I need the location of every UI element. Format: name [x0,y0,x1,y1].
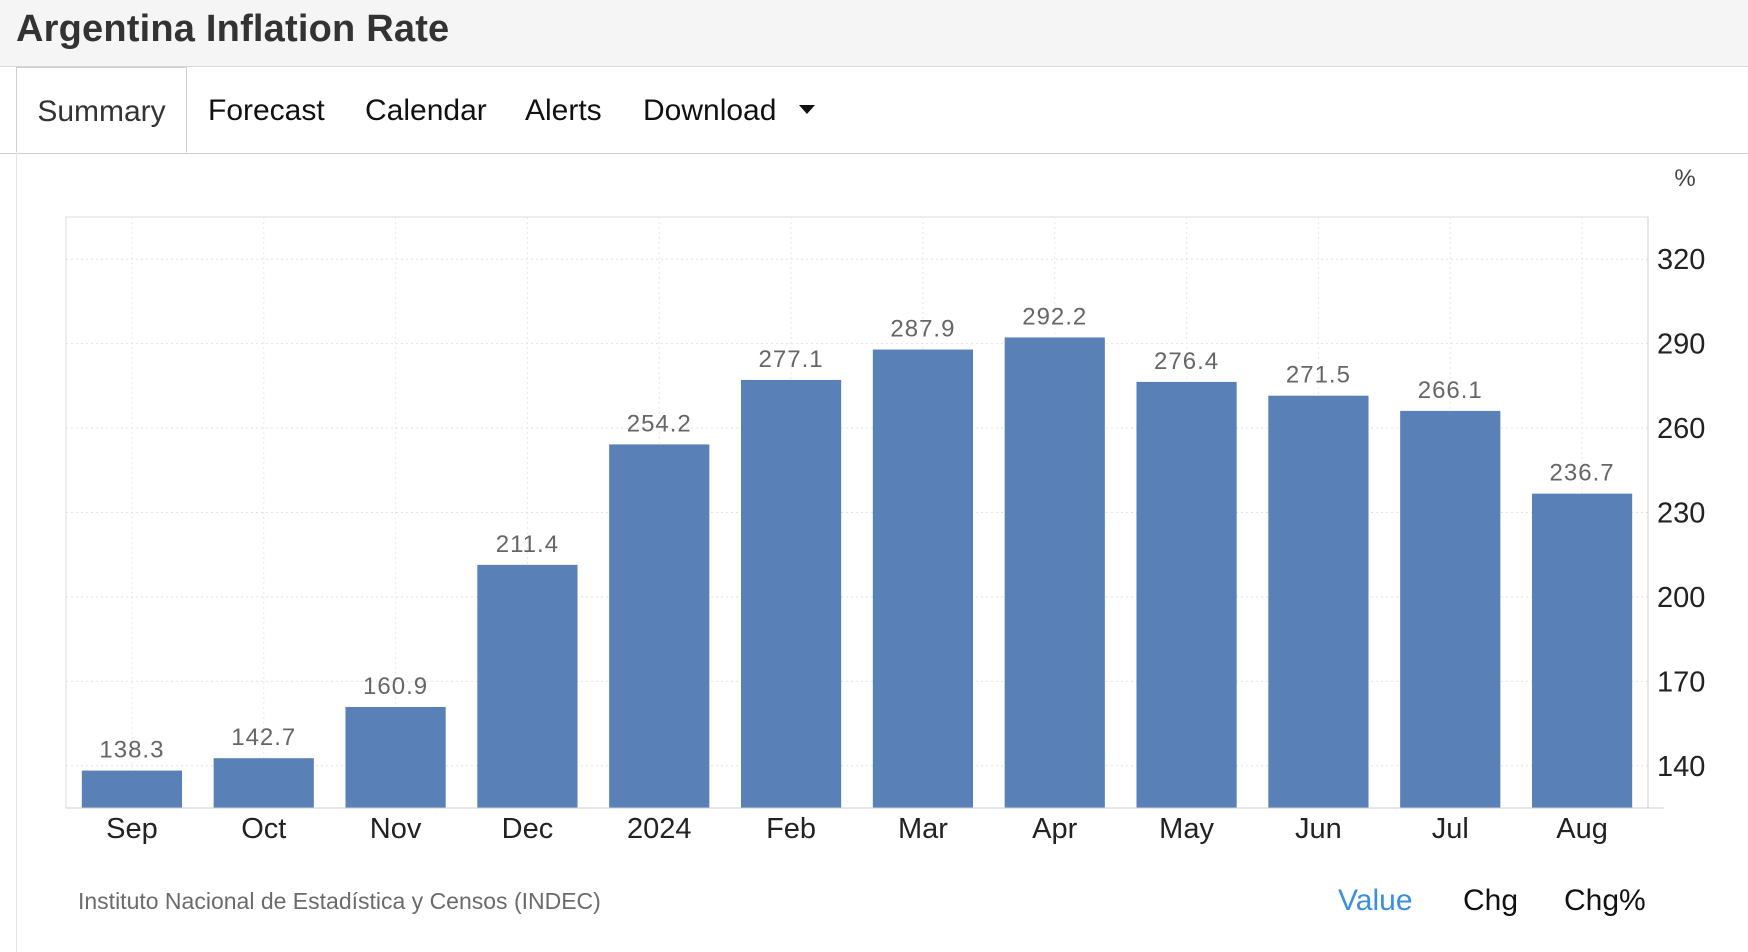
y-tick-label: 170 [1657,666,1705,698]
x-tick-label: Nov [370,813,422,845]
tab-alerts-label: Alerts [525,94,602,127]
title-bar: Argentina Inflation Rate [0,0,1748,67]
y-tick-label: 320 [1657,244,1705,276]
value-toggle-label: Value [1338,884,1413,917]
bar[interactable] [1004,337,1105,808]
tab-alerts[interactable]: Alerts [525,67,602,153]
bar[interactable] [477,564,578,808]
x-tick-label: Feb [766,813,816,845]
bar[interactable] [1268,395,1369,808]
x-tick-label: Jun [1295,813,1342,845]
x-tick-label: Aug [1556,813,1608,845]
bar-value-label: 160.9 [363,673,428,700]
y-tick-label: 260 [1657,413,1705,445]
bar-value-label: 266.1 [1418,377,1483,404]
y-tick-label: 290 [1657,329,1705,361]
tab-forecast[interactable]: Forecast [208,67,325,153]
tab-calendar[interactable]: Calendar [365,67,487,153]
y-tick-label: 140 [1657,751,1705,783]
tab-download[interactable]: Download [643,67,815,153]
x-tick-label: Sep [106,813,158,845]
bar-value-label: 211.4 [496,531,559,558]
bar[interactable] [1136,381,1237,808]
chg-toggle[interactable]: Chg [1463,884,1518,918]
value-toggle[interactable]: Value [1338,884,1413,918]
unit-label: % [1674,165,1695,192]
tab-summary-label: Summary [37,95,166,128]
x-tick-label: Jul [1432,813,1469,845]
bar-value-label: 271.5 [1286,362,1351,389]
chg-toggle-label: Chg [1463,884,1519,917]
bar-value-label: 277.1 [759,346,824,373]
bars [81,337,1633,808]
bar[interactable] [740,379,842,808]
tab-download-label: Download [643,94,777,127]
x-tick-label: 2024 [627,813,692,845]
bar[interactable] [213,758,314,808]
bar-value-label: 138.3 [99,737,164,764]
x-tick-label: May [1159,813,1214,845]
x-axis-ticks: Sep Oct Nov Dec 2024 Feb Mar Apr May Jun Jul Aug [106,813,1608,845]
x-tick-label: Mar [898,813,948,845]
bar[interactable] [609,444,710,808]
bar[interactable] [345,706,446,808]
y-axis-ticks: 140 170 200 230 260 290 320 [1657,244,1705,783]
bar-value-label: 142.7 [231,724,296,751]
x-tick-label: Dec [502,813,554,845]
bar-value-label: 236.7 [1550,460,1615,487]
chg-percent-toggle[interactable]: Chg% [1564,884,1646,918]
x-tick-label: Apr [1032,813,1077,845]
tab-forecast-label: Forecast [208,94,325,127]
tab-bar: Summary Forecast Calendar Alerts Downloa… [0,67,1748,154]
source-credit: Instituto Nacional de Estadística y Cens… [78,888,601,914]
y-tick-label: 230 [1657,498,1705,530]
x-tick-label: Oct [241,813,286,845]
chevron-down-icon [798,104,815,114]
y-tick-label: 200 [1657,582,1705,614]
bar[interactable] [81,770,183,808]
bar[interactable] [872,349,974,808]
bar-value-label: 276.4 [1154,348,1219,375]
bar-value-label: 254.2 [627,410,692,437]
content-border [16,153,17,952]
bar-value-label: 287.9 [890,316,955,343]
tab-summary[interactable]: Summary [16,67,187,153]
tab-calendar-label: Calendar [365,94,487,127]
page-title: Argentina Inflation Rate [16,8,450,50]
bar[interactable] [1400,410,1501,808]
bar[interactable] [1531,493,1633,808]
bar-value-label: 292.2 [1022,303,1087,330]
chg-percent-toggle-label: Chg% [1564,884,1646,917]
value-labels: 138.3 142.7 160.9 211.4 254.2 277.1 287.9 292.2… [99,303,1615,764]
